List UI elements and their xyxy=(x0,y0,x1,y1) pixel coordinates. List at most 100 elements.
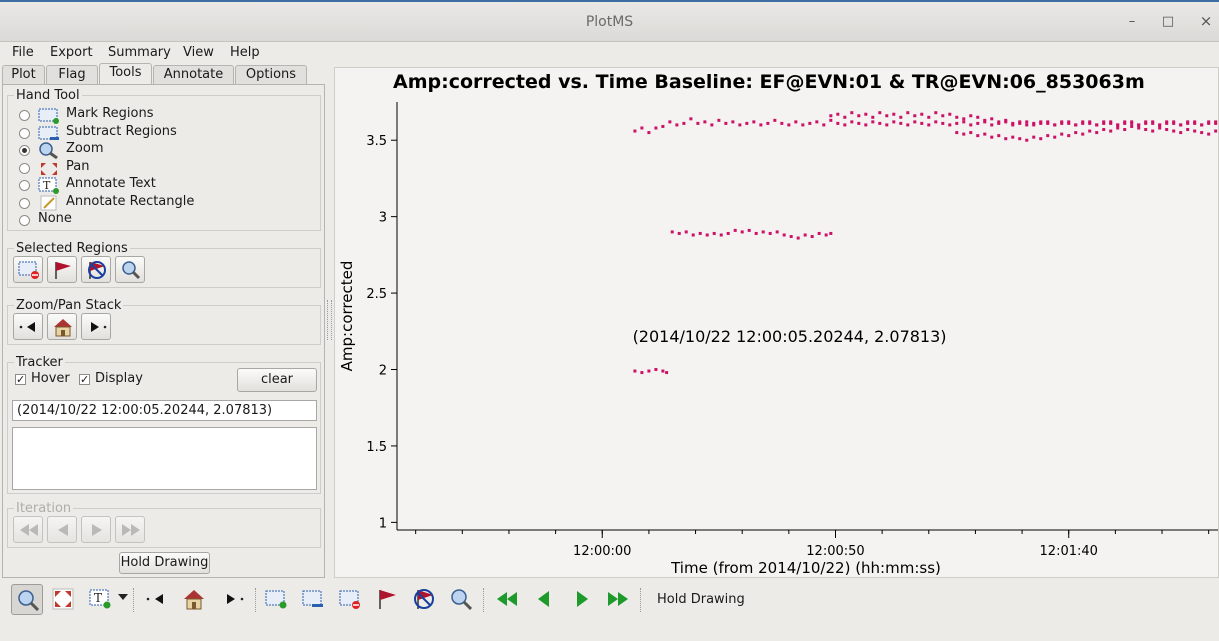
toolbar-stack-home-button[interactable] xyxy=(178,584,210,615)
data-point xyxy=(857,114,861,118)
toolbar-unflag-button[interactable] xyxy=(408,584,440,615)
hand-tool-group: Hand Tool Mark Regions Subtract Regions … xyxy=(7,88,321,231)
data-point xyxy=(920,121,924,125)
close-button[interactable]: × xyxy=(1199,12,1213,30)
toolbar-clear-regions-button[interactable] xyxy=(334,584,366,615)
locate-button[interactable] xyxy=(115,256,145,283)
toolbar-subtract-regions-button[interactable] xyxy=(297,584,329,615)
x-axis-label: Time (from 2014/10/22) (hh:mm:ss) xyxy=(670,559,941,577)
iter-prev-button[interactable] xyxy=(47,516,77,543)
annotate-text-radio[interactable] xyxy=(19,180,30,191)
prev-icon xyxy=(538,591,549,607)
hover-label: Hover xyxy=(31,371,70,386)
data-point xyxy=(1060,120,1064,124)
plot-area[interactable]: Amp:corrected vs. Time Baseline: EF@EVN:… xyxy=(334,67,1219,578)
menu-file[interactable]: File xyxy=(12,45,34,60)
tab-tools[interactable]: Tools xyxy=(99,63,152,84)
plot-canvas[interactable]: Amp:corrected vs. Time Baseline: EF@EVN:… xyxy=(335,68,1218,577)
toolbar-stack-forward-button[interactable] xyxy=(218,584,250,615)
toolbar-hold-drawing[interactable]: Hold Drawing xyxy=(657,592,745,607)
minimize-button[interactable]: – xyxy=(1128,14,1136,29)
tracker-clear-button[interactable]: clear xyxy=(237,368,317,392)
annotate-rectangle-radio[interactable] xyxy=(19,198,30,209)
data-point xyxy=(1193,121,1197,125)
annotate-text-icon: T xyxy=(38,177,59,194)
data-point xyxy=(1193,129,1197,133)
toolbar-pan-button[interactable] xyxy=(47,584,79,615)
hold-drawing-button[interactable]: Hold Drawing xyxy=(119,552,210,574)
data-point xyxy=(1186,120,1190,124)
toolbar-separator xyxy=(640,588,642,612)
data-point xyxy=(1172,121,1176,125)
menu-export[interactable]: Export xyxy=(50,45,93,60)
iter-last-button[interactable] xyxy=(115,516,145,543)
zoom-radio[interactable] xyxy=(19,145,30,156)
clear-regions-button[interactable] xyxy=(13,256,43,283)
stack-home-button[interactable] xyxy=(47,313,77,340)
data-point xyxy=(1116,126,1120,130)
tracker-value-field[interactable]: (2014/10/22 12:00:05.20244, 2.07813) xyxy=(12,400,317,421)
stack-forward-button[interactable] xyxy=(81,313,111,340)
tab-options[interactable]: Options xyxy=(235,65,307,84)
toolbar-next-button[interactable] xyxy=(566,584,598,615)
data-point xyxy=(726,231,730,235)
menu-view[interactable]: View xyxy=(183,45,214,60)
none-radio[interactable] xyxy=(19,215,30,226)
pan-radio[interactable] xyxy=(19,163,30,174)
data-point xyxy=(1046,134,1050,138)
flag-button[interactable] xyxy=(47,256,77,283)
tab-annotate[interactable]: Annotate xyxy=(153,65,234,84)
zoom-icon xyxy=(18,590,39,611)
splitter-handle[interactable] xyxy=(327,300,332,340)
subtract-regions-icon xyxy=(38,126,59,140)
display-checkbox[interactable]: ✓ xyxy=(79,373,90,386)
data-point xyxy=(703,120,707,124)
toolbar-annotate-button[interactable]: T xyxy=(84,584,116,615)
data-point xyxy=(733,228,737,232)
data-point xyxy=(1025,120,1029,124)
data-point xyxy=(796,236,800,240)
unflag-button[interactable] xyxy=(81,256,111,283)
toolbar-separator xyxy=(483,588,485,612)
iter-first-button[interactable] xyxy=(13,516,43,543)
subtract-regions-radio[interactable] xyxy=(19,128,30,139)
data-point xyxy=(705,233,709,237)
tracker-log-area[interactable] xyxy=(12,427,317,490)
toolbar-mark-regions-button[interactable] xyxy=(260,584,292,615)
data-point xyxy=(927,123,931,127)
data-point xyxy=(962,132,966,136)
hover-checkbox[interactable]: ✓ xyxy=(15,373,26,386)
data-point xyxy=(1179,131,1183,135)
data-point xyxy=(1004,118,1008,122)
data-point xyxy=(1074,131,1078,135)
tab-flag[interactable]: Flag xyxy=(46,65,98,84)
toolbar-last-button[interactable] xyxy=(602,584,634,615)
arrow-left-icon xyxy=(19,322,35,332)
data-point xyxy=(913,120,917,124)
data-point xyxy=(1060,121,1064,125)
toolbar-first-button[interactable] xyxy=(491,584,523,615)
toolbar-zoom-button[interactable] xyxy=(11,584,43,615)
annotate-dropdown-icon[interactable] xyxy=(118,594,128,600)
toolbar-locate-button[interactable] xyxy=(445,584,477,615)
locate-icon xyxy=(122,261,141,280)
iter-next-button[interactable] xyxy=(81,516,111,543)
toolbar-flag-button[interactable] xyxy=(371,584,403,615)
data-point xyxy=(761,230,765,234)
tab-plot[interactable]: Plot xyxy=(2,65,45,84)
stack-back-button[interactable] xyxy=(13,313,43,340)
data-point xyxy=(1004,137,1008,141)
pan-icon xyxy=(52,588,74,610)
menu-summary[interactable]: Summary xyxy=(108,45,171,60)
data-point xyxy=(731,120,735,124)
clear-regions-icon xyxy=(18,261,39,279)
data-point xyxy=(829,118,833,122)
maximize-button[interactable]: □ xyxy=(1161,14,1175,29)
mark-regions-radio[interactable] xyxy=(19,110,30,121)
toolbar-stack-back-button[interactable] xyxy=(140,584,172,615)
data-point xyxy=(920,112,924,116)
toolbar-prev-button[interactable] xyxy=(528,584,560,615)
data-point xyxy=(1102,128,1106,132)
data-point xyxy=(976,134,980,138)
menu-help[interactable]: Help xyxy=(230,45,260,60)
